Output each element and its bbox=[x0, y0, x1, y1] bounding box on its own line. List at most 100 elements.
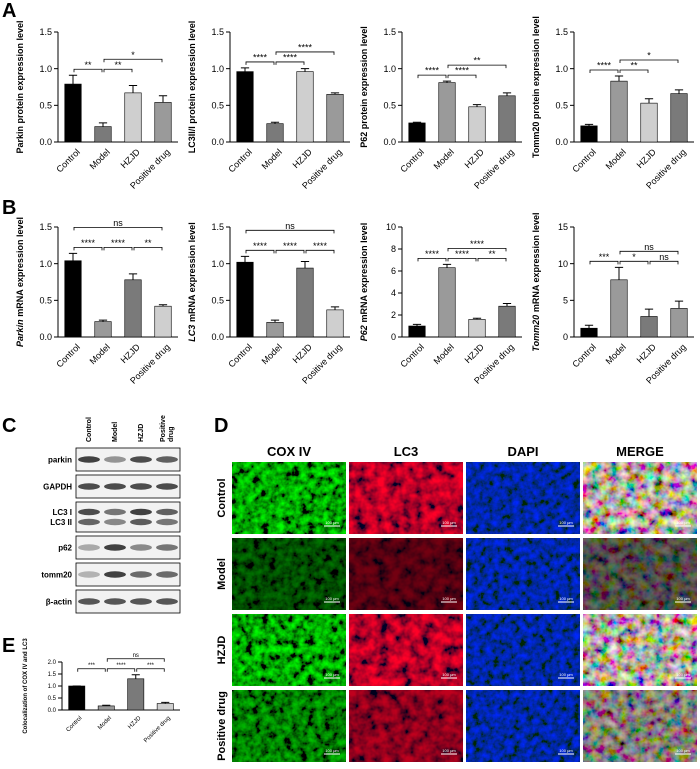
blot-band bbox=[130, 544, 152, 551]
scale-bar-label: 100 μm bbox=[559, 672, 573, 677]
error-bar bbox=[442, 80, 452, 83]
significance-label: **** bbox=[116, 663, 126, 669]
bar bbox=[296, 71, 314, 143]
micrograph bbox=[583, 614, 697, 686]
significance-bracket bbox=[103, 58, 163, 63]
lane-label: Control bbox=[86, 417, 93, 442]
significance-bracket bbox=[73, 68, 103, 73]
x-tick-label: HZJD bbox=[291, 342, 315, 366]
significance-label: **** bbox=[425, 249, 440, 259]
y-tick-label: 1.5 bbox=[48, 672, 57, 678]
bar bbox=[438, 267, 456, 338]
scale-bar-label: 100 μm bbox=[442, 596, 456, 601]
significance-bracket bbox=[245, 229, 335, 234]
blot-band bbox=[104, 598, 126, 605]
x-tick-label: Model bbox=[432, 147, 456, 171]
significance-label: **** bbox=[455, 249, 470, 259]
error-bar bbox=[502, 92, 512, 96]
error-bar bbox=[412, 323, 422, 326]
significance-bracket bbox=[477, 258, 507, 262]
blot-band bbox=[130, 598, 152, 605]
lane-label: Positive bbox=[160, 415, 167, 442]
y-tick-label: 10 bbox=[386, 222, 396, 232]
micrograph bbox=[583, 690, 697, 762]
panel-label: C bbox=[2, 415, 16, 437]
bar bbox=[468, 106, 486, 143]
significance-label: **** bbox=[111, 238, 126, 248]
bar bbox=[154, 102, 172, 143]
significance-bracket bbox=[619, 69, 649, 73]
bar bbox=[438, 82, 456, 143]
significance-bracket bbox=[619, 250, 679, 255]
x-tick-label: Model bbox=[88, 147, 112, 171]
error-bar bbox=[412, 121, 422, 123]
significance-bracket bbox=[417, 258, 447, 262]
scale-bar-label: 100 μm bbox=[442, 672, 456, 677]
error-bar bbox=[644, 308, 654, 317]
significance-bracket bbox=[133, 247, 163, 251]
error-bar bbox=[674, 300, 684, 309]
y-axis-label: Tomm20 protein expression level bbox=[531, 16, 541, 158]
scale-bar-label: 100 μm bbox=[325, 672, 339, 677]
error-bar bbox=[161, 701, 170, 704]
scale-bar-label: 100 μm bbox=[325, 596, 339, 601]
significance-label: **** bbox=[81, 238, 96, 248]
y-tick-label: 5 bbox=[563, 295, 568, 305]
scale-bar-label: 100 μm bbox=[676, 596, 690, 601]
bar bbox=[154, 305, 172, 338]
micrograph bbox=[232, 538, 346, 610]
blot-frame bbox=[75, 535, 181, 560]
y-tick-label: 0.5 bbox=[211, 100, 224, 110]
blot-frame bbox=[75, 474, 181, 499]
significance-bracket bbox=[619, 260, 649, 265]
significance-bracket bbox=[619, 59, 679, 63]
significance-label: ns bbox=[659, 252, 669, 262]
blot-row-label: tomm20 bbox=[41, 571, 72, 580]
significance-label: *** bbox=[147, 663, 155, 669]
blot-band bbox=[156, 544, 178, 551]
y-tick-label: 0.5 bbox=[211, 295, 224, 305]
y-tick-label: 0.0 bbox=[555, 137, 568, 147]
x-tick-label: HZJD bbox=[119, 342, 143, 366]
bar bbox=[156, 703, 174, 711]
error-bar bbox=[502, 302, 512, 307]
significance-label: * bbox=[632, 252, 636, 262]
micrograph bbox=[466, 462, 580, 534]
x-tick-label: Control bbox=[570, 147, 598, 175]
y-tick-label: 1.5 bbox=[211, 222, 224, 232]
x-tick-label: HZJD bbox=[635, 147, 659, 171]
scale-bar-label: 100 μm bbox=[559, 748, 573, 753]
x-tick-label: Positive drug bbox=[143, 715, 172, 744]
y-tick-label: 0.5 bbox=[383, 100, 396, 110]
significance-bracket bbox=[589, 69, 619, 73]
y-axis-label-gene: LC3 bbox=[187, 325, 197, 342]
significance-bracket bbox=[447, 258, 477, 262]
y-tick-label: 2.0 bbox=[48, 660, 57, 666]
x-tick-label: Control bbox=[54, 342, 82, 370]
channel-label: MERGE bbox=[616, 444, 664, 459]
y-tick-label: 0.0 bbox=[39, 137, 52, 147]
error-bar bbox=[614, 75, 624, 82]
significance-bracket bbox=[417, 74, 447, 79]
bar bbox=[124, 279, 142, 338]
blot-band bbox=[78, 456, 100, 463]
y-axis-label-gene: Tomm20 bbox=[531, 315, 541, 352]
blot-band bbox=[104, 518, 126, 526]
bar bbox=[124, 92, 142, 143]
bar bbox=[296, 267, 314, 338]
micrograph bbox=[349, 538, 463, 610]
error-bar bbox=[614, 266, 624, 280]
blot-band bbox=[104, 571, 126, 578]
bar bbox=[266, 123, 284, 143]
blot-frame bbox=[75, 589, 181, 614]
bar bbox=[640, 102, 658, 143]
significance-label: **** bbox=[455, 66, 470, 76]
significance-bracket bbox=[73, 227, 163, 231]
blot-row-label: LC3 II bbox=[50, 518, 72, 527]
y-tick-label: 0.5 bbox=[39, 100, 52, 110]
x-tick-label: Model bbox=[432, 342, 456, 366]
significance-label: ** bbox=[144, 238, 152, 248]
blot-frame bbox=[75, 501, 181, 533]
scale-bar-label: 100 μm bbox=[676, 748, 690, 753]
